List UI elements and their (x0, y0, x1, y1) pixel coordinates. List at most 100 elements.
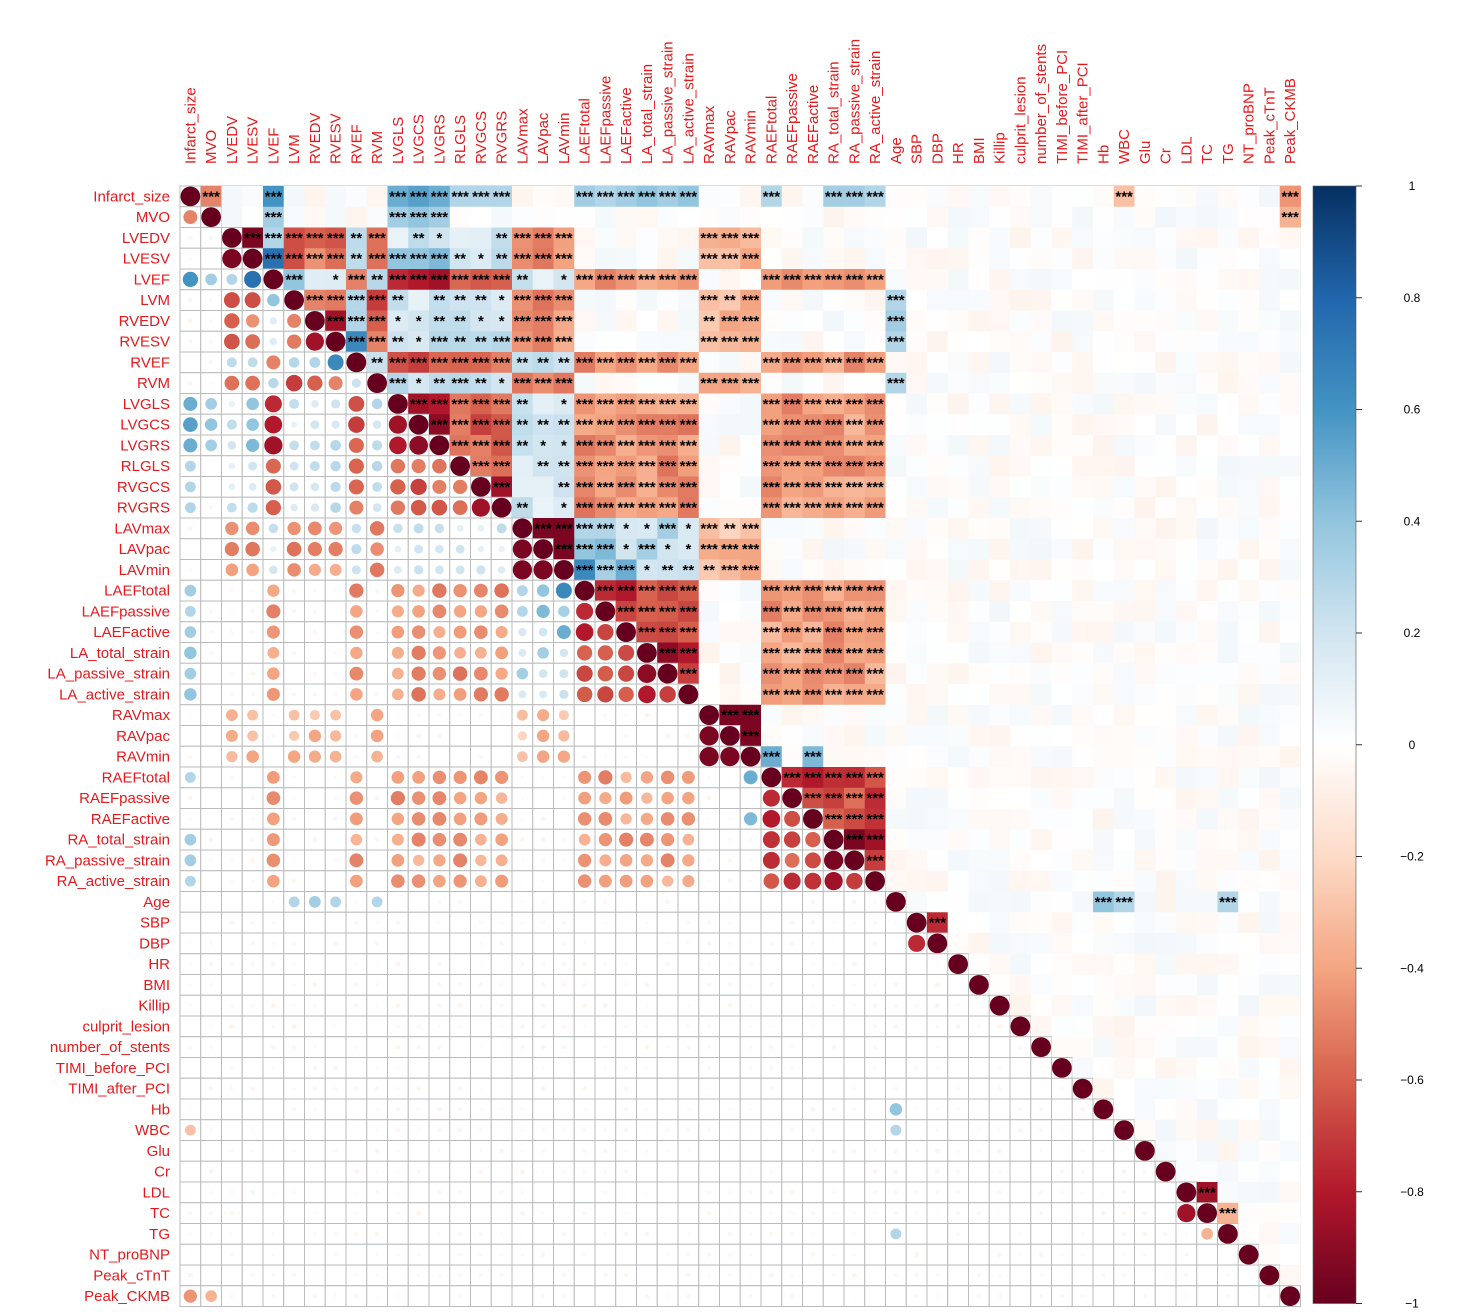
correlation-circle (915, 1128, 918, 1132)
correlation-circle (271, 1024, 276, 1029)
shade-cell (989, 559, 1011, 581)
shade-cell (1010, 538, 1032, 560)
significance-star: * (561, 500, 567, 517)
correlation-circle (894, 1045, 898, 1049)
column-label: LA_total_strain (639, 64, 656, 164)
correlation-circle (453, 479, 468, 494)
correlation-circle (762, 810, 781, 828)
correlation-circle (539, 690, 548, 699)
significance-star: *** (348, 313, 366, 330)
significance-star: *** (742, 375, 760, 392)
correlation-circle (520, 1273, 524, 1277)
correlation-circle (935, 1128, 940, 1133)
shade-cell (698, 455, 720, 477)
correlation-circle (639, 832, 654, 847)
correlation-circle (495, 854, 508, 867)
shade-cell (1113, 870, 1135, 892)
significance-star: *** (763, 437, 781, 454)
shade-cell (1010, 621, 1032, 643)
shade-cell (615, 331, 637, 353)
shade-cell (657, 393, 679, 415)
correlation-circle (189, 734, 192, 738)
significance-star: *** (617, 500, 635, 517)
correlation-circle (976, 1024, 981, 1029)
correlation-circle (624, 1294, 628, 1298)
correlation-circle (313, 1170, 317, 1174)
shade-cell (1113, 331, 1135, 353)
correlation-circle (935, 1294, 939, 1298)
correlation-circle (309, 896, 321, 908)
shade-cell (1176, 870, 1198, 892)
column-label: TC (1199, 144, 1216, 164)
shade-cell (1176, 269, 1198, 291)
correlation-circle (204, 418, 218, 431)
correlation-circle (604, 1253, 607, 1256)
correlation-circle (557, 750, 571, 763)
correlation-circle (333, 775, 338, 780)
column-label: Peak_CKMB (1282, 78, 1299, 164)
correlation-circle (562, 775, 566, 780)
shade-cell (968, 497, 990, 519)
correlation-circle (665, 899, 671, 905)
shade-cell (1279, 642, 1301, 664)
significance-star: *** (804, 749, 822, 766)
correlation-circle (831, 1003, 836, 1008)
column-label: RA_total_strain (826, 61, 843, 164)
correlation-circle (790, 1149, 794, 1153)
correlation-circle (209, 921, 213, 924)
correlation-circle (348, 416, 365, 433)
correlation-circle (209, 1274, 213, 1277)
correlation-circle (188, 547, 192, 551)
shade-cell (968, 352, 990, 374)
diagonal-circle (1259, 1265, 1280, 1286)
shade-cell (947, 891, 969, 913)
shade-cell (989, 248, 1011, 270)
correlation-circle (894, 1253, 898, 1256)
shade-cell (1155, 476, 1177, 498)
significance-star: * (623, 520, 629, 537)
shade-cell (1259, 289, 1281, 311)
correlation-circle (582, 1003, 587, 1008)
correlation-circle (728, 1087, 732, 1090)
correlation-circle (520, 1252, 525, 1257)
shade-cell (532, 476, 554, 498)
correlation-circle (604, 734, 607, 738)
shade-cell (1051, 580, 1073, 602)
correlation-circle (686, 1128, 691, 1133)
shade-cell (968, 559, 990, 581)
correlation-circle (1226, 1253, 1230, 1256)
shade-cell (1134, 476, 1156, 498)
shade-cell (1134, 974, 1156, 996)
correlation-circle (686, 1107, 691, 1112)
shade-cell (823, 580, 845, 602)
shade-cell (1238, 767, 1260, 789)
shade-cell (1113, 559, 1135, 581)
shade-cell (1238, 497, 1260, 519)
shade-cell (1259, 621, 1281, 643)
correlation-circle (749, 983, 753, 987)
significance-star: *** (887, 313, 905, 330)
correlation-circle (624, 1045, 628, 1049)
shade-cell (1176, 704, 1198, 726)
correlation-circle (533, 560, 553, 580)
shade-cell (1134, 953, 1156, 975)
shade-cell (1072, 850, 1094, 872)
shade-cell (989, 331, 1011, 353)
shade-cell (1155, 746, 1177, 768)
correlation-circle (789, 1293, 795, 1299)
correlation-circle (520, 879, 524, 883)
shade-cell (864, 455, 886, 477)
shade-cell (1176, 393, 1198, 415)
shade-cell (595, 497, 617, 519)
correlation-circle (458, 1024, 463, 1029)
shade-cell (844, 310, 866, 332)
correlation-circle (265, 499, 282, 516)
significance-star: *** (763, 479, 781, 496)
correlation-circle (209, 672, 213, 676)
correlation-circle (768, 1272, 774, 1278)
shade-cell (761, 559, 783, 581)
shade-cell (968, 621, 990, 643)
shade-cell (844, 621, 866, 643)
correlation-circle (226, 419, 237, 430)
correlation-circle (230, 796, 234, 800)
